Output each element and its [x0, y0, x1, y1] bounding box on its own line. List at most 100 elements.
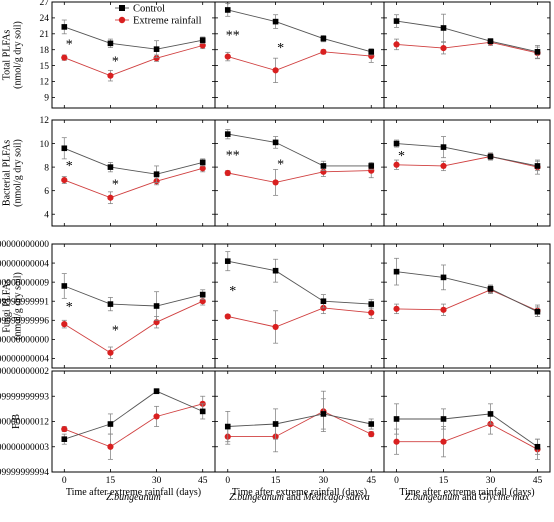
- series-extreme-rainfall: [393, 285, 541, 317]
- x-tick-label: 0: [62, 476, 67, 486]
- series-line: [64, 300, 203, 354]
- column-title: Z.bungeanum and Glycine max: [405, 492, 530, 503]
- data-point: [199, 37, 206, 43]
- panel-r2-c2: [383, 243, 551, 369]
- data-point: [224, 313, 231, 320]
- x-axis-label: Time after extreme rainfall (days): [399, 487, 534, 498]
- column-title-part: Medicago sativa: [302, 492, 369, 503]
- series-line: [227, 410, 372, 438]
- data-point: [272, 139, 279, 146]
- series-line: [396, 413, 538, 448]
- data-point: [272, 421, 279, 427]
- data-point: [61, 436, 68, 442]
- series-extreme-rainfall: [61, 297, 206, 359]
- y-tick-label: 10: [40, 140, 50, 150]
- series-line: [396, 271, 538, 313]
- y-tick-label: 9: [44, 94, 49, 104]
- panel-frame: [383, 370, 551, 473]
- series-line: [227, 413, 372, 427]
- series-control: [393, 13, 541, 59]
- y-tick-label: 27: [40, 0, 50, 8]
- data-point: [199, 42, 206, 49]
- y-tick-label: 21: [40, 30, 50, 40]
- data-point: [61, 176, 68, 184]
- data-point: [393, 268, 400, 275]
- data-point: [199, 159, 206, 166]
- y-axis-label: Bacterial PLFAs: [2, 140, 13, 206]
- x-tick-label: 30: [486, 476, 496, 486]
- series-line: [227, 170, 372, 183]
- x-tick-label: 15: [439, 476, 449, 486]
- data-point: [107, 40, 114, 47]
- series-control: [61, 19, 206, 59]
- data-point: [320, 35, 327, 42]
- data-point: [61, 24, 68, 30]
- significance-marker: **: [226, 28, 240, 43]
- series-control: [224, 129, 375, 172]
- data-point: [368, 431, 375, 438]
- data-point: [153, 388, 160, 394]
- data-point: [440, 438, 447, 445]
- series-extreme-rainfall: [224, 48, 375, 83]
- series-line: [396, 289, 538, 312]
- y-tick-label: 12: [40, 116, 50, 126]
- series-extreme-rainfall: [224, 163, 375, 196]
- y-axis-label: Fungi PLFAs: [2, 279, 13, 333]
- data-point: [107, 349, 114, 356]
- data-point: [440, 45, 447, 52]
- data-point: [440, 144, 447, 150]
- series-control: [61, 137, 206, 183]
- legend-marker-extreme-rainfall: [118, 16, 126, 24]
- data-point: [440, 25, 447, 31]
- data-point: [272, 18, 279, 25]
- series-line: [227, 133, 372, 167]
- data-point: [61, 321, 68, 328]
- significance-marker: *: [277, 157, 284, 172]
- x-tick-label: 30: [319, 476, 329, 486]
- legend-label-extreme-rainfall: Extreme rainfall: [133, 16, 202, 27]
- series-line: [227, 9, 372, 53]
- column-title-part: Glycine max: [479, 492, 530, 503]
- legend-marker-control: [119, 5, 125, 11]
- data-point: [487, 286, 494, 292]
- series-extreme-rainfall: [224, 390, 375, 453]
- data-point: [61, 54, 68, 61]
- x-tick-label: 15: [106, 476, 116, 486]
- data-point: [393, 140, 400, 147]
- significance-marker: *: [66, 159, 73, 174]
- y-tick-label: 18: [40, 46, 50, 56]
- panel-frame: [51, 119, 216, 227]
- data-point: [534, 308, 541, 315]
- x-tick-label: 0: [394, 476, 399, 486]
- x-tick-label: 45: [366, 476, 376, 486]
- significance-marker: *: [277, 41, 284, 56]
- data-point: [534, 49, 541, 55]
- data-point: [440, 274, 447, 281]
- data-point: [320, 298, 327, 305]
- series-extreme-rainfall: [393, 413, 541, 460]
- data-point: [153, 55, 160, 62]
- series-line: [227, 307, 372, 328]
- x-tick-label: 30: [152, 476, 162, 486]
- series-line: [227, 260, 372, 305]
- data-point: [224, 423, 231, 430]
- data-point: [393, 161, 400, 168]
- significance-marker: *: [229, 284, 236, 299]
- data-point: [393, 41, 400, 48]
- series-line: [396, 41, 538, 54]
- data-point: [487, 153, 494, 160]
- series-control: [393, 257, 541, 317]
- panel-frame: [383, 243, 551, 369]
- x-tick-label: 0: [225, 476, 230, 486]
- data-point: [440, 306, 447, 313]
- y-tick-label: 0.190000000000000002: [0, 367, 49, 377]
- significance-marker: *: [112, 323, 119, 338]
- data-point: [153, 46, 160, 52]
- panel-frame: [383, 1, 551, 109]
- series-line: [64, 390, 203, 440]
- data-point: [393, 438, 400, 445]
- y-tick-label: 1.80000000000000004: [0, 259, 49, 269]
- series-line: [64, 403, 203, 448]
